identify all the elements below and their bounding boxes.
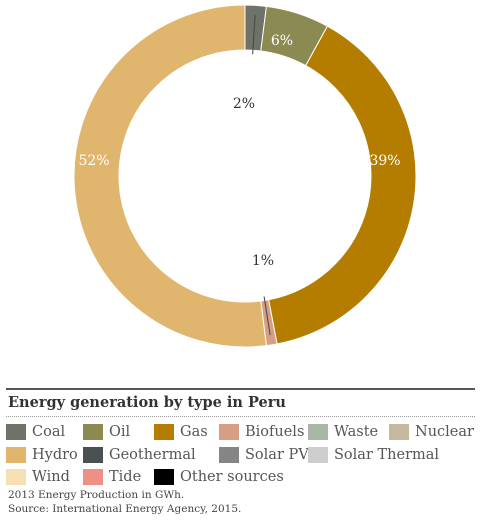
legend-label-coal: Coal (32, 424, 66, 440)
slice-label-coal: 2% (233, 96, 255, 112)
legend-label-solar-pv: Solar PV (245, 447, 309, 463)
title-rule (6, 388, 475, 390)
slice-hydro (73, 4, 267, 348)
legend-item-nuclear: Nuclear (389, 422, 474, 442)
legend-swatch-nuclear (389, 424, 409, 440)
legend-item-tide: Tide (83, 467, 141, 487)
legend-label-other-sources: Other sources (180, 469, 284, 485)
legend-label-nuclear: Nuclear (415, 424, 474, 440)
legend-label-oil: Oil (109, 424, 131, 440)
legend-swatch-coal (6, 424, 26, 440)
legend-swatch-solar-pv (219, 447, 239, 463)
legend-swatch-biofuels (219, 424, 239, 440)
legend-item-waste: Waste (308, 422, 378, 442)
legend-swatch-wind (6, 469, 26, 485)
legend-label-biofuels: Biofuels (245, 424, 305, 440)
legend-label-wind: Wind (32, 469, 70, 485)
slice-label-gas: 39% (369, 153, 400, 169)
legend-item-gas: Gas (154, 422, 208, 442)
legend-label-solar-thermal: Solar Thermal (334, 447, 440, 463)
legend-swatch-oil (83, 424, 103, 440)
leader-biofuels (263, 296, 271, 336)
donut-chart: 2% 6% 39% 1% 52% (73, 4, 417, 348)
legend-label-waste: Waste (334, 424, 379, 440)
legend-item-wind: Wind (6, 467, 70, 487)
legend-label-hydro: Hydro (32, 447, 78, 463)
legend-item-oil: Oil (83, 422, 130, 442)
legend-label-geothermal: Geothermal (109, 447, 196, 463)
legend-swatch-solar-thermal (308, 447, 328, 463)
legend-item-hydro: Hydro (6, 445, 78, 465)
legend-item-solar-pv: Solar PV (219, 445, 309, 465)
slice-label-hydro: 52% (78, 153, 109, 169)
legend-label-tide: Tide (109, 469, 142, 485)
note-units: 2013 Energy Production in GWh. (8, 489, 185, 501)
title-divider (6, 416, 475, 417)
legend-swatch-gas (154, 424, 174, 440)
slice-gas (268, 25, 417, 345)
legend-item-other-sources: Other sources (154, 467, 284, 487)
legend-swatch-geothermal (83, 447, 103, 463)
chart-title: Energy generation by type in Peru (8, 394, 286, 411)
legend-label-gas: Gas (180, 424, 208, 440)
legend-item-coal: Coal (6, 422, 65, 442)
note-source: Source: International Energy Agency, 201… (8, 503, 242, 515)
legend-item-geothermal: Geothermal (83, 445, 196, 465)
legend-swatch-other-sources (154, 469, 174, 485)
legend-item-solar-thermal: Solar Thermal (308, 445, 439, 465)
slice-label-oil: 6% (271, 33, 293, 49)
legend-swatch-hydro (6, 447, 26, 463)
legend-item-biofuels: Biofuels (219, 422, 304, 442)
legend-swatch-tide (83, 469, 103, 485)
leader-coal (252, 15, 256, 55)
legend-swatch-waste (308, 424, 328, 440)
slice-label-biofuels: 1% (252, 253, 274, 269)
